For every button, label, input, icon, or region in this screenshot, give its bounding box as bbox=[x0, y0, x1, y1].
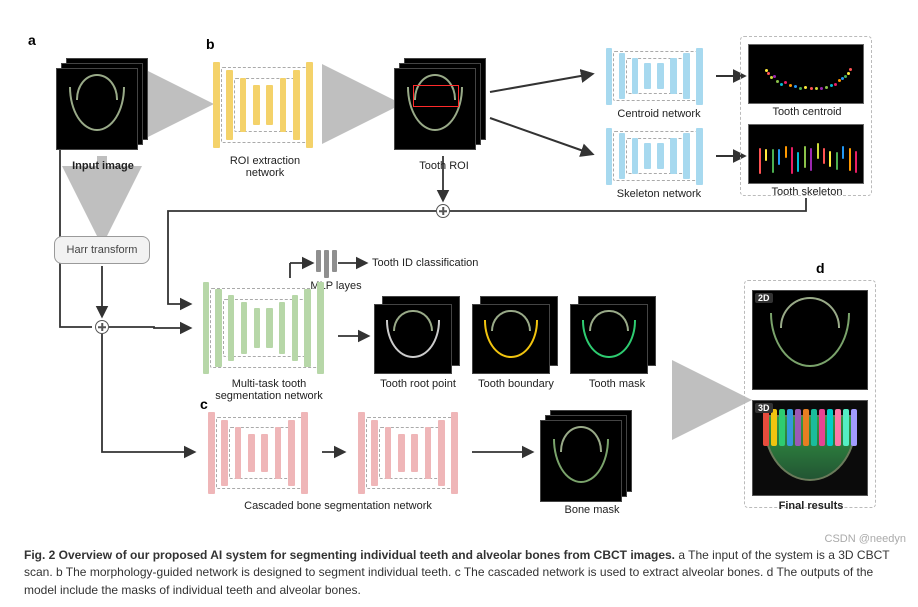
caption-title: Fig. 2 Overview of our proposed AI syste… bbox=[24, 548, 675, 562]
tooth-skeleton-output bbox=[748, 124, 864, 184]
roi-extraction-network bbox=[205, 60, 325, 150]
cascaded-bone-net-2 bbox=[350, 410, 470, 496]
figure-canvas: a b c d bbox=[0, 0, 918, 607]
cascaded-net-label: Cascaded bone segmentation network bbox=[228, 500, 448, 512]
tooth-centroid-output bbox=[748, 44, 864, 104]
cascaded-bone-net-1 bbox=[200, 410, 320, 496]
centroid-net-label: Centroid network bbox=[604, 108, 714, 120]
combine-node-top bbox=[436, 204, 450, 218]
tooth-id-label: Tooth ID classification bbox=[372, 257, 478, 269]
harr-transform-box: Harr transform bbox=[54, 236, 150, 264]
tag-3d: 3D bbox=[755, 403, 773, 413]
tooth-skeleton-label: Tooth skeleton bbox=[752, 186, 862, 198]
figure-caption: Fig. 2 Overview of our proposed AI syste… bbox=[24, 547, 894, 599]
boundary-label: Tooth boundary bbox=[468, 378, 564, 390]
bone-mask-output bbox=[540, 410, 632, 502]
multitask-tooth-seg-network bbox=[195, 280, 335, 376]
mt-net-label: Multi-task tooth segmentation network bbox=[204, 378, 334, 402]
final-3d: 3D bbox=[752, 400, 868, 496]
skeleton-net-label: Skeleton network bbox=[604, 188, 714, 200]
tooth-roi-label: Tooth ROI bbox=[404, 160, 484, 172]
tooth-centroid-label: Tooth centroid bbox=[752, 106, 862, 118]
input-image-label: Input image bbox=[58, 160, 148, 172]
skeleton-network bbox=[598, 126, 714, 186]
tooth-root-point-output bbox=[374, 296, 464, 376]
final-results-label: Final results bbox=[756, 500, 866, 512]
bone-mask-label: Bone mask bbox=[552, 504, 632, 516]
harr-label: Harr transform bbox=[67, 244, 138, 256]
centroid-network bbox=[598, 46, 714, 106]
mask-label: Tooth mask bbox=[572, 378, 662, 390]
panel-label-d: d bbox=[816, 260, 825, 276]
mlp-layers bbox=[316, 250, 337, 278]
watermark: CSDN @needyn bbox=[825, 533, 906, 545]
root-point-label: Tooth root point bbox=[370, 378, 466, 390]
tooth-roi-stack bbox=[394, 58, 486, 150]
final-2d: 2D bbox=[752, 290, 868, 390]
tooth-mask-output bbox=[570, 296, 660, 376]
roi-net-label: ROI extraction network bbox=[215, 155, 315, 179]
combine-node-left bbox=[95, 320, 109, 334]
panel-label-a: a bbox=[28, 32, 36, 48]
tag-2d: 2D bbox=[755, 293, 773, 303]
tooth-boundary-output bbox=[472, 296, 562, 376]
panel-label-b: b bbox=[206, 36, 215, 52]
input-image-stack bbox=[56, 58, 148, 150]
